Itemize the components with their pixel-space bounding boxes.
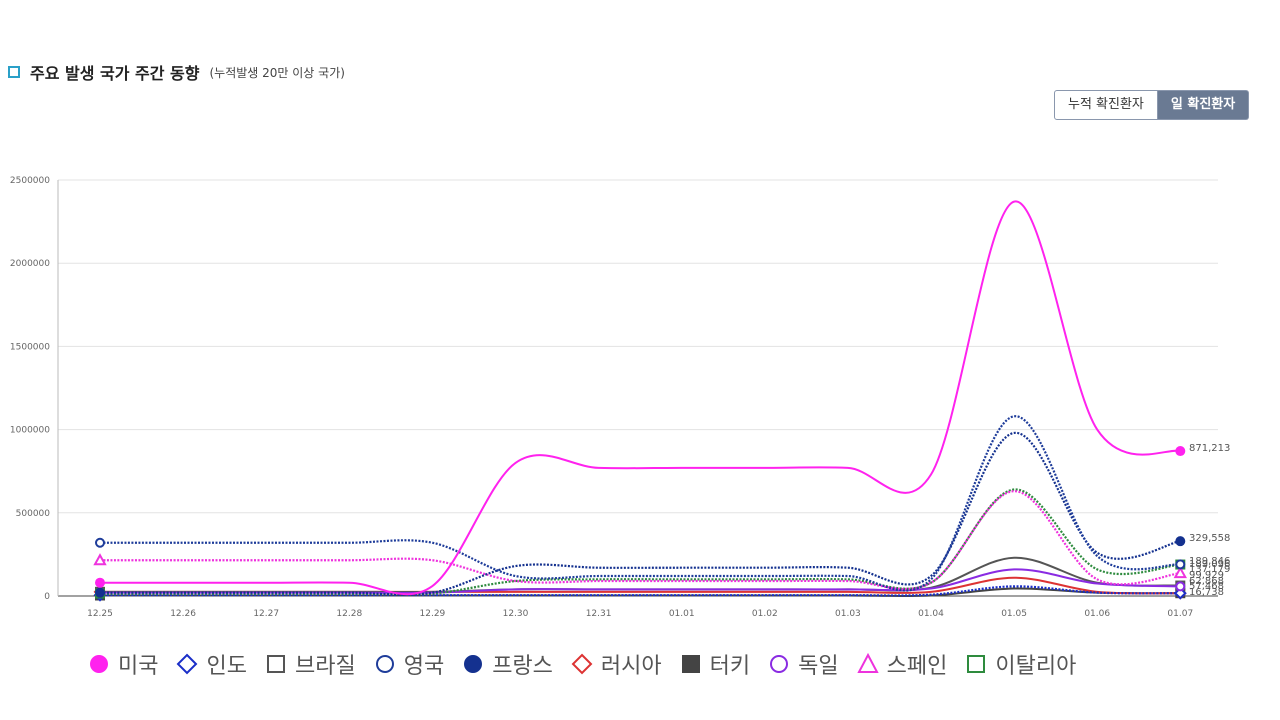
legend-marker-icon [856, 652, 879, 673]
chart-header: 주요 발생 국가 주간 동향 (누적발생 20만 이상 국가) [8, 60, 345, 84]
point-marker [95, 587, 105, 598]
point-marker [375, 655, 394, 673]
x-tick-label: 01.06 [1084, 609, 1110, 619]
point-marker [681, 655, 700, 673]
point-marker [856, 652, 879, 673]
legend-label: 독일 [798, 654, 839, 679]
legend-label: 브라질 [294, 654, 356, 679]
y-tick-label: 2500000 [10, 176, 50, 186]
x-tick-label: 01.05 [1001, 609, 1027, 619]
legend-item[interactable]: 터키 [678, 648, 750, 680]
end-value-label: 189,846 [1189, 556, 1230, 567]
point-marker [90, 655, 108, 673]
x-tick-label: 01.04 [918, 609, 944, 619]
legend-item[interactable]: 스페인 [855, 648, 948, 680]
end-value-label: 57,468 [1189, 581, 1224, 592]
point-marker [770, 655, 789, 673]
x-tick-label: 12.30 [503, 609, 529, 619]
point-marker [1175, 581, 1186, 592]
x-tick-label: 12.28 [336, 609, 362, 619]
end-value-label: 137,179 [1189, 564, 1230, 575]
x-tick-label: 12.31 [586, 609, 612, 619]
legend-item[interactable]: 브라질 [263, 648, 356, 680]
end-value-label: 329,558 [1189, 533, 1230, 544]
legend-item[interactable]: 독일 [766, 648, 839, 680]
x-tick-label: 01.03 [835, 609, 861, 619]
point-marker [93, 553, 107, 566]
x-tick-label: 12.27 [253, 609, 279, 619]
point-marker [1173, 566, 1187, 579]
legend-marker-icon [967, 655, 986, 673]
daily-cases-button[interactable]: 일 확진환자 [1157, 90, 1250, 120]
legend-label: 러시아 [600, 654, 662, 679]
legend-marker-icon [375, 655, 394, 673]
end-value-label: 62,868 [1189, 576, 1224, 587]
point-marker [967, 655, 986, 673]
legend-marker-icon [177, 653, 198, 675]
end-value-label: 99,929 [1189, 570, 1224, 581]
point-marker [177, 653, 198, 675]
series-line-미국 [100, 200, 1181, 596]
y-tick-label: 2000000 [10, 259, 50, 269]
page-title: 주요 발생 국가 주간 동향 [30, 64, 200, 83]
point-marker [95, 577, 105, 588]
legend-item[interactable]: 러시아 [569, 648, 662, 680]
legend-label: 인도 [206, 654, 247, 679]
chart-legend: 미국 인도 브라질 영국 프랑스 러시아 터키 독일 스페인 이탈리아 [86, 648, 1092, 680]
series-line-스페인 [100, 490, 1181, 591]
page-subtitle: (누적발생 20만 이상 국가) [209, 65, 345, 80]
legend-marker-icon [571, 653, 593, 675]
legend-item[interactable]: 프랑스 [460, 648, 553, 680]
legend-item[interactable]: 미국 [86, 648, 158, 680]
legend-item[interactable]: 이탈리아 [963, 648, 1076, 680]
series-line-독일 [100, 568, 1181, 594]
title-bullet-icon [8, 66, 20, 78]
y-tick-label: 0 [44, 592, 50, 602]
point-marker [464, 655, 483, 673]
legend-marker-icon [770, 655, 789, 673]
point-marker [1175, 536, 1186, 547]
legend-item[interactable]: 영국 [372, 648, 444, 680]
y-tick-label: 500000 [16, 509, 51, 519]
x-tick-label: 01.07 [1167, 609, 1193, 619]
x-tick-label: 01.01 [669, 609, 695, 619]
legend-label: 이탈리아 [995, 654, 1077, 679]
legend-label: 프랑스 [492, 654, 553, 679]
view-toggle: 누적 확진환자 일 확진환자 [1054, 90, 1250, 120]
x-tick-label: 01.02 [752, 609, 778, 619]
cumulative-cases-button[interactable]: 누적 확진환자 [1054, 90, 1158, 120]
legend-marker-icon [266, 655, 285, 673]
legend-label: 터키 [709, 654, 751, 679]
y-tick-label: 1000000 [10, 426, 50, 436]
legend-marker-icon [681, 655, 700, 673]
x-tick-label: 12.29 [420, 609, 446, 619]
legend-marker-icon [90, 655, 108, 673]
x-tick-label: 12.26 [170, 609, 196, 619]
series-line-프랑스 [100, 431, 1181, 596]
legend-item[interactable]: 인도 [174, 648, 247, 680]
point-marker [1175, 446, 1186, 457]
end-value-label: 189,096 [1189, 559, 1230, 570]
series-line-영국 [99, 415, 1181, 592]
legend-label: 미국 [118, 654, 159, 679]
point-marker [571, 653, 593, 675]
end-value-label: 16,738 [1189, 587, 1224, 598]
x-tick-label: 12.25 [87, 609, 113, 619]
end-value-label: 871,213 [1189, 443, 1230, 454]
legend-marker-icon [464, 655, 483, 673]
legend-label: 스페인 [886, 654, 948, 679]
y-tick-label: 1500000 [10, 342, 50, 352]
point-marker [95, 537, 105, 548]
series-line-인도 [99, 585, 1181, 597]
line-chart: 0 500000 1000000 1500000 2000000 2500000 12.25… [10, 176, 1230, 619]
point-marker [1175, 559, 1186, 570]
legend-label: 영국 [403, 654, 445, 679]
point-marker [266, 655, 285, 673]
